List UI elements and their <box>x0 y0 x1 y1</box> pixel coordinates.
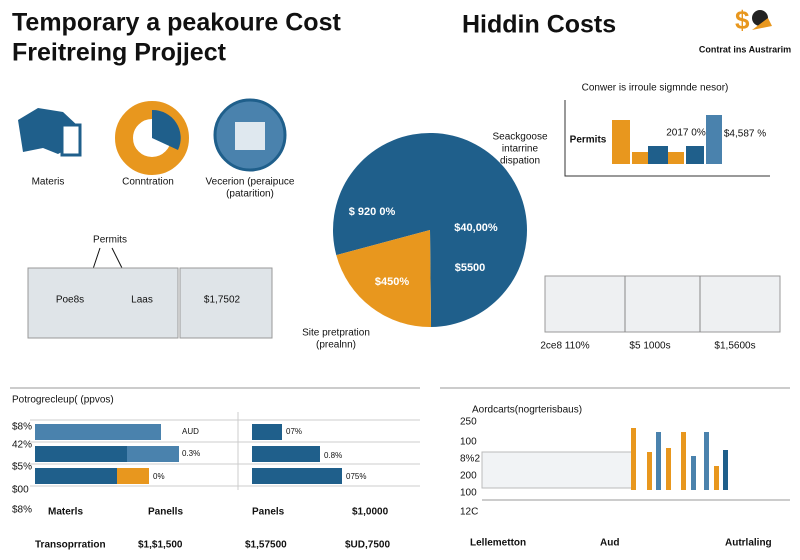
footer-label: Aud <box>600 538 619 549</box>
tick-label: 250 <box>460 417 477 428</box>
tick-label: 100 <box>460 437 477 448</box>
pie-label: $450% <box>375 276 409 288</box>
callout: Seackgoose <box>492 132 547 143</box>
bar-text: AUD <box>182 427 199 436</box>
fence-panel <box>27 267 179 339</box>
row-label: 42% <box>12 440 32 451</box>
chart-title: Conwer is irroule sigmnde nesor) <box>582 83 729 94</box>
bar-text: 07% <box>286 427 302 436</box>
logo: $ <box>735 5 772 35</box>
icon-label: Vecerion (peraipuce <box>206 177 295 188</box>
row-label: $8% <box>12 505 32 516</box>
fence-label: $1,7502 <box>204 295 241 306</box>
title: Freitreing Projject <box>12 39 227 67</box>
donut-icon <box>152 109 181 150</box>
cell: $UD,7500 <box>345 540 390 551</box>
fence-label: $1,5600s <box>714 341 755 352</box>
cell: Transoprration <box>35 540 106 551</box>
fence-panel <box>544 275 781 333</box>
row-label: $5% <box>12 462 32 473</box>
heading: Hiddin Costs <box>462 11 616 39</box>
section-title: Potrogrecleup( (ppvos) <box>12 395 114 406</box>
grid-area <box>481 451 633 489</box>
section-title: Aordcarts(nogrterisbaus) <box>472 405 582 416</box>
bars <box>612 115 722 164</box>
svg-text:$: $ <box>735 5 750 35</box>
pie-chart <box>333 133 527 327</box>
tick-label: 100 <box>460 488 477 499</box>
cell: Panels <box>252 507 285 518</box>
pie-slice <box>333 133 527 327</box>
icon-label: (patarition) <box>226 189 274 200</box>
pie-slice <box>336 230 432 327</box>
icon-part <box>60 123 82 157</box>
pie-label: $ 920 0% <box>349 206 396 218</box>
fence-label: Laas <box>131 295 153 306</box>
icon-label: Materis <box>32 177 65 188</box>
chart-label: $4,587 % <box>724 129 766 140</box>
callout: Site pretpration <box>302 328 370 339</box>
fence-label: 2ce8 110% <box>540 341 589 352</box>
bar-text: 0% <box>153 472 165 481</box>
tick-labels: 250 100 8%2 200 100 12C <box>460 417 480 518</box>
cell: $1,$1,500 <box>138 540 183 551</box>
cell: Materls <box>48 507 83 518</box>
fence-panel <box>179 267 273 339</box>
icon-part <box>235 122 265 150</box>
fence-label: $5 1000s <box>629 341 670 352</box>
bar-text: 075% <box>346 472 366 481</box>
cell: $1,57500 <box>245 540 287 551</box>
bar-text: 0.8% <box>324 451 342 460</box>
cell: Panells <box>148 507 183 518</box>
cell: $1,0000 <box>352 507 389 518</box>
callout: dispation <box>500 156 540 167</box>
title: Temporary a peakoure Cost <box>12 9 341 37</box>
grid <box>30 412 420 490</box>
footer-label: Autrlaling <box>725 538 772 549</box>
chart-label: 2017 0% <box>666 128 706 139</box>
row-label: $00 <box>12 485 29 496</box>
tick-label: 200 <box>460 471 477 482</box>
pie-label: $5500 <box>455 262 486 274</box>
callout: (prealnn) <box>316 340 356 351</box>
callout: Permits <box>93 235 127 246</box>
callout: intarrine <box>502 144 539 155</box>
tick-label: 12C <box>460 507 478 518</box>
logo-text: Contrat ins Austrarim <box>699 44 791 54</box>
fence-post <box>624 276 701 332</box>
tick-label: 8%2 <box>460 454 480 465</box>
fence-label: Poe8s <box>56 295 84 306</box>
row-label: $8% <box>12 422 32 433</box>
axis <box>564 100 770 177</box>
bars <box>35 424 342 484</box>
bars <box>631 428 728 490</box>
pie-label: $40,00% <box>454 222 498 234</box>
chart-label: Permits <box>570 135 607 146</box>
icon-label: Conntration <box>122 177 174 188</box>
footer-label: Lellemetton <box>470 538 526 549</box>
bar-text: 0.3% <box>182 449 200 458</box>
